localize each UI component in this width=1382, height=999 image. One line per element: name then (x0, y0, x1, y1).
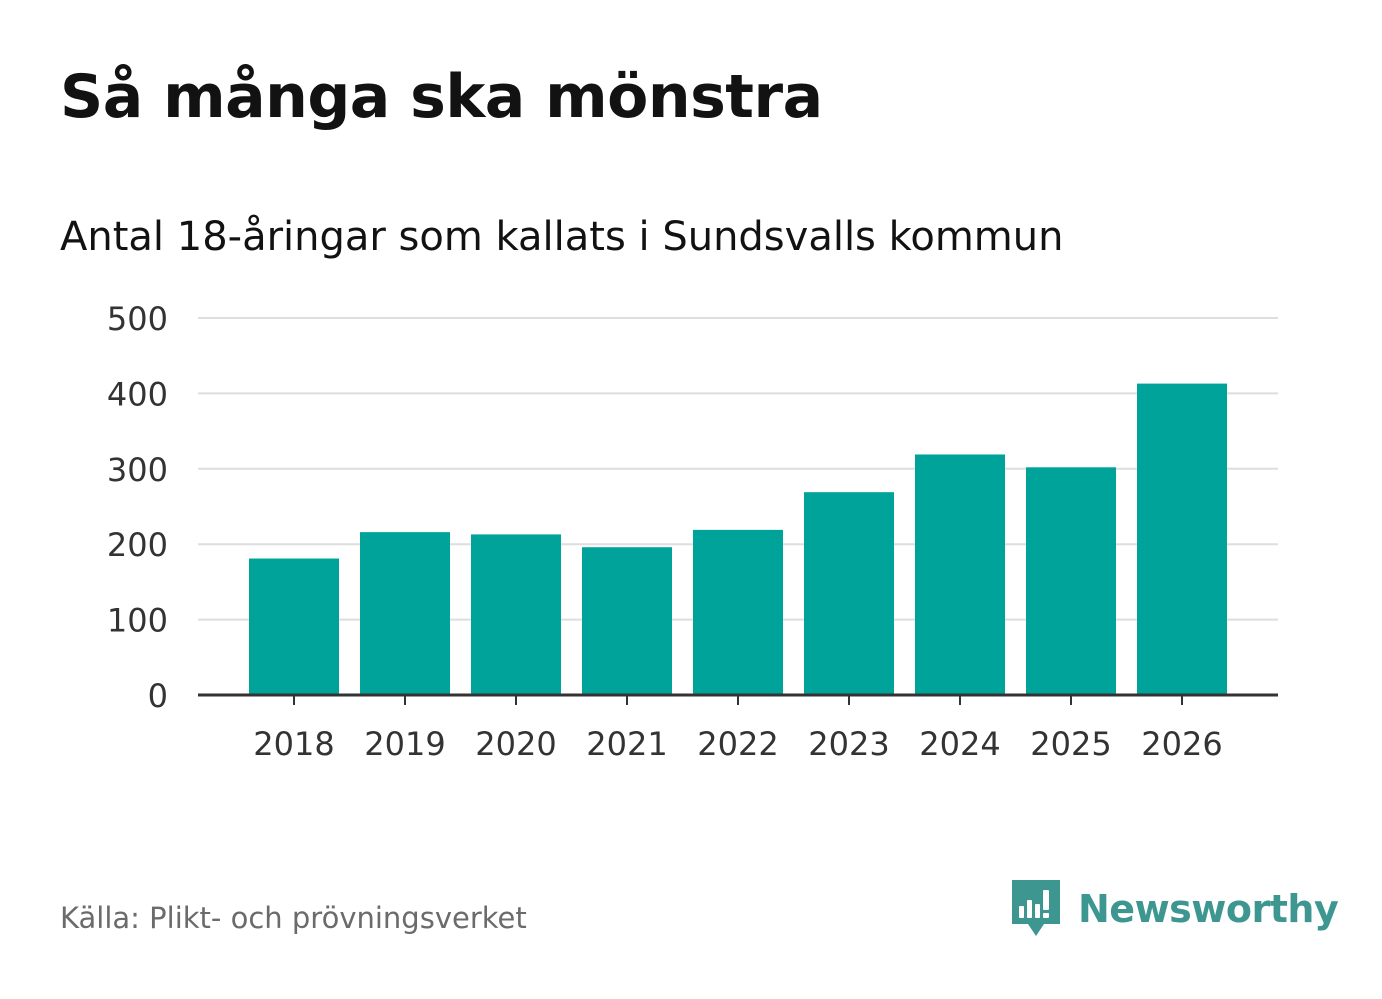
bar-2025 (1026, 467, 1116, 695)
y-tick-label: 300 (107, 451, 168, 489)
bar-2021 (582, 547, 672, 695)
bar-2026 (1137, 383, 1227, 695)
bar-2020 (471, 534, 561, 695)
y-tick-label: 100 (107, 602, 168, 640)
y-tick-label: 500 (107, 300, 168, 338)
bar-2024 (915, 454, 1005, 695)
x-tick-label: 2024 (919, 725, 1000, 763)
chart-title: Så många ska mönstra (60, 62, 823, 132)
brand-name: Newsworthy (1078, 887, 1339, 931)
x-tick-label: 2018 (253, 725, 334, 763)
bar-2019 (360, 532, 450, 695)
x-tick-label: 2020 (475, 725, 556, 763)
bar-2018 (249, 558, 339, 695)
y-tick-label: 400 (107, 375, 168, 413)
x-tick-label: 2026 (1141, 725, 1222, 763)
x-tick-label: 2025 (1030, 725, 1111, 763)
x-tick-label: 2022 (697, 725, 778, 763)
bar-2022 (693, 529, 783, 695)
x-tick-label: 2023 (808, 725, 889, 763)
brand-logo: Newsworthy (1010, 878, 1339, 940)
source-note: Källa: Plikt- och prövningsverket (60, 901, 527, 935)
x-tick-label: 2021 (586, 725, 667, 763)
y-tick-label: 0 (148, 677, 168, 715)
x-tick-label: 2019 (364, 725, 445, 763)
y-tick-label: 200 (107, 526, 168, 564)
bar-2023 (804, 492, 894, 695)
chart-subtitle: Antal 18-åringar som kallats i Sundsvall… (60, 214, 1064, 260)
newsworthy-logo-icon (1012, 880, 1060, 936)
